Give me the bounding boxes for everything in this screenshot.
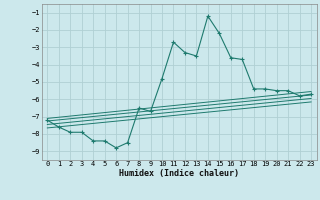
X-axis label: Humidex (Indice chaleur): Humidex (Indice chaleur) xyxy=(119,169,239,178)
